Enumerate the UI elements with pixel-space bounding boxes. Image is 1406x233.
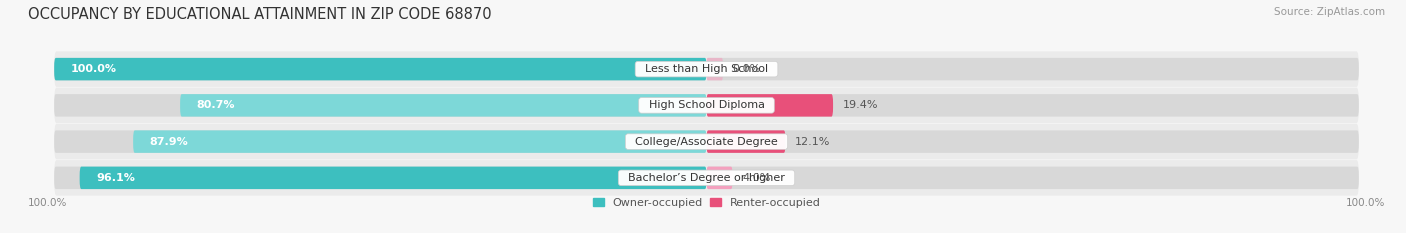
Text: 12.1%: 12.1% (796, 137, 831, 147)
FancyBboxPatch shape (707, 167, 733, 189)
Text: OCCUPANCY BY EDUCATIONAL ATTAINMENT IN ZIP CODE 68870: OCCUPANCY BY EDUCATIONAL ATTAINMENT IN Z… (28, 7, 492, 22)
FancyBboxPatch shape (707, 94, 1358, 116)
FancyBboxPatch shape (134, 130, 707, 153)
Text: 100.0%: 100.0% (28, 198, 67, 208)
FancyBboxPatch shape (55, 58, 707, 80)
FancyBboxPatch shape (707, 167, 1358, 189)
Text: Less than High School: Less than High School (638, 64, 775, 74)
FancyBboxPatch shape (55, 167, 707, 189)
Text: 100.0%: 100.0% (1346, 198, 1385, 208)
FancyBboxPatch shape (55, 124, 1358, 159)
FancyBboxPatch shape (707, 130, 786, 153)
Legend: Owner-occupied, Renter-occupied: Owner-occupied, Renter-occupied (592, 198, 821, 208)
FancyBboxPatch shape (707, 58, 1358, 80)
FancyBboxPatch shape (707, 94, 834, 116)
FancyBboxPatch shape (55, 130, 707, 153)
Text: College/Associate Degree: College/Associate Degree (628, 137, 785, 147)
FancyBboxPatch shape (55, 160, 1358, 196)
FancyBboxPatch shape (55, 51, 1358, 87)
FancyBboxPatch shape (55, 58, 707, 80)
FancyBboxPatch shape (180, 94, 707, 116)
Text: 100.0%: 100.0% (70, 64, 117, 74)
Text: 4.0%: 4.0% (742, 173, 770, 183)
FancyBboxPatch shape (707, 130, 1358, 153)
Text: 19.4%: 19.4% (842, 100, 879, 110)
Text: 0.0%: 0.0% (733, 64, 761, 74)
FancyBboxPatch shape (55, 88, 1358, 123)
Text: Bachelor’s Degree or higher: Bachelor’s Degree or higher (621, 173, 792, 183)
FancyBboxPatch shape (80, 167, 707, 189)
Text: 80.7%: 80.7% (197, 100, 235, 110)
Text: Source: ZipAtlas.com: Source: ZipAtlas.com (1274, 7, 1385, 17)
Text: High School Diploma: High School Diploma (641, 100, 772, 110)
FancyBboxPatch shape (707, 58, 723, 80)
Text: 87.9%: 87.9% (149, 137, 188, 147)
Text: 96.1%: 96.1% (96, 173, 135, 183)
FancyBboxPatch shape (55, 94, 707, 116)
